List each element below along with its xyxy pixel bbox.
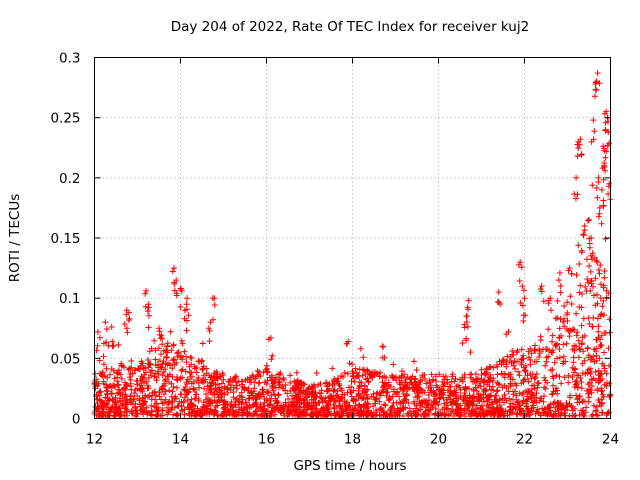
y-tick-label: 0.3 bbox=[59, 51, 80, 67]
x-tick-label: 20 bbox=[430, 432, 447, 448]
y-tick-label: 0.25 bbox=[50, 111, 80, 127]
y-tick-label: 0.15 bbox=[50, 231, 80, 247]
x-tick-label: 16 bbox=[258, 432, 275, 448]
x-tick-label: 22 bbox=[516, 432, 533, 448]
data-points bbox=[91, 70, 614, 420]
y-tick-label: 0 bbox=[72, 412, 81, 428]
x-tick-label: 24 bbox=[602, 432, 619, 448]
roti-points bbox=[91, 70, 614, 420]
y-tick-label: 0.2 bbox=[59, 171, 80, 187]
y-axis-label: ROTI / TECUs bbox=[7, 194, 23, 282]
axis-ticks bbox=[94, 57, 611, 419]
x-tick-labels: 12 14 16 18 20 22 24 bbox=[86, 432, 619, 448]
x-tick-label: 14 bbox=[172, 432, 189, 448]
x-tick-label: 12 bbox=[86, 432, 103, 448]
x-tick-label: 18 bbox=[344, 432, 361, 448]
x-axis-label: GPS time / hours bbox=[293, 458, 406, 474]
y-tick-label: 0.05 bbox=[50, 351, 80, 367]
y-tick-labels: 0 0.05 0.1 0.15 0.2 0.25 0.3 bbox=[50, 51, 80, 428]
y-tick-label: 0.1 bbox=[59, 291, 80, 307]
chart-title: Day 204 of 2022, Rate Of TEC Index for r… bbox=[171, 19, 529, 35]
